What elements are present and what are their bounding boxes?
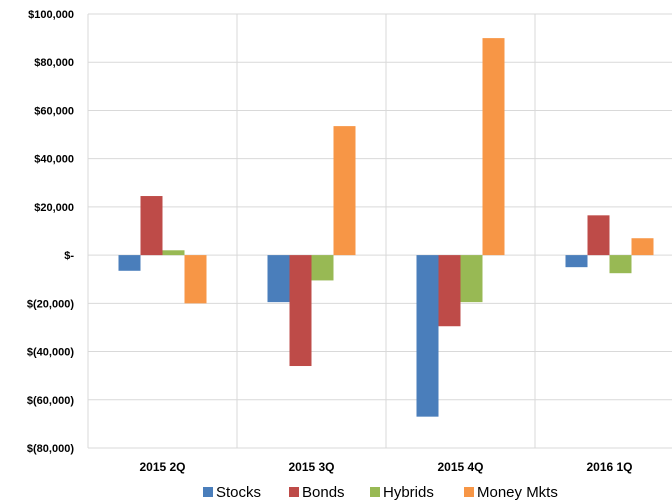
legend-label: Bonds	[302, 484, 345, 501]
y-tick-label: $(80,000)	[27, 443, 74, 455]
bar-stocks	[565, 255, 588, 268]
bar-hybrids	[162, 250, 185, 256]
x-category-label: 2015 4Q	[437, 460, 483, 474]
bar-bonds	[438, 255, 461, 327]
y-tick-label: $(60,000)	[27, 395, 74, 407]
y-tick-label: $(40,000)	[27, 347, 74, 359]
bar-money-mkts	[333, 126, 356, 256]
legend-swatch	[289, 487, 299, 497]
bar-bonds	[140, 196, 163, 256]
y-tick-label: $60,000	[34, 105, 74, 117]
bar-bonds	[289, 255, 312, 367]
bar-money-mkts	[482, 38, 505, 256]
x-category-label: 2015 3Q	[288, 460, 334, 474]
y-tick-label: $(20,000)	[27, 298, 74, 310]
bar-stocks	[416, 255, 439, 417]
x-category-label: 2016 1Q	[586, 460, 632, 474]
bar-bonds	[587, 215, 610, 256]
y-tick-label: $-	[64, 250, 74, 262]
bar-hybrids	[609, 255, 632, 274]
legend-label: Hybrids	[383, 484, 434, 501]
y-tick-label: $100,000	[28, 9, 74, 21]
bar-money-mkts	[631, 238, 654, 256]
bar-hybrids	[311, 255, 334, 281]
legend-label: Stocks	[216, 484, 261, 501]
bar-stocks	[118, 255, 141, 271]
y-tick-label: $80,000	[34, 57, 74, 69]
bar-hybrids	[460, 255, 483, 303]
legend-label: Money Mkts	[477, 484, 558, 501]
bar-money-mkts	[184, 255, 207, 304]
legend-swatch	[464, 487, 474, 497]
bar-stocks	[267, 255, 290, 303]
legend-swatch	[370, 487, 380, 497]
legend-swatch	[203, 487, 213, 497]
y-tick-label: $20,000	[34, 202, 74, 214]
x-category-label: 2015 2Q	[139, 460, 185, 474]
y-tick-label: $40,000	[34, 154, 74, 166]
